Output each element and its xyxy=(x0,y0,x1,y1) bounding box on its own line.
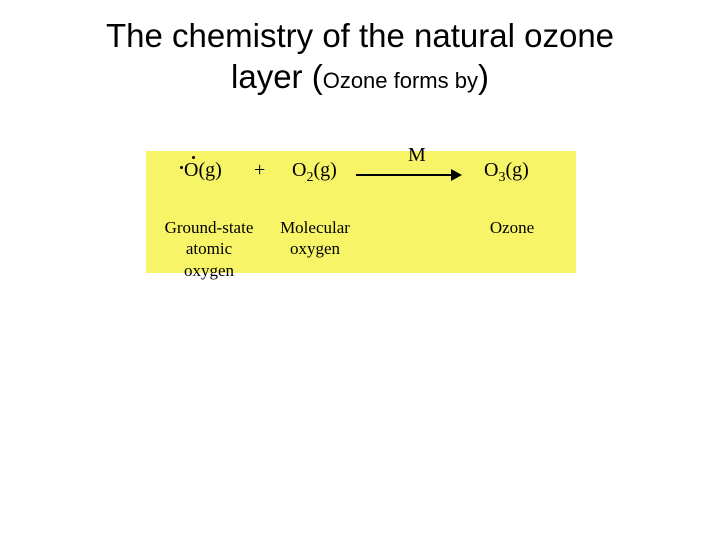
product-formula: O3(g) xyxy=(484,159,529,186)
radical-dot xyxy=(180,166,183,169)
equation-formula-row: O(g) + O2(g) M O3(g) xyxy=(146,151,576,183)
arrow-head-icon xyxy=(451,169,462,181)
arrow-catalyst: M xyxy=(408,144,426,167)
reactant-2-state: (g) xyxy=(313,159,336,181)
product-label: Ozone xyxy=(472,217,552,238)
reactant-1-label: Ground-state atomic oxygen xyxy=(164,217,254,281)
reactant-1-text: O(g) xyxy=(184,159,222,181)
title-line-2-suffix: ) xyxy=(478,58,489,95)
title-line-2-prefix: layer ( xyxy=(231,58,323,95)
reactant-1-formula: O(g) xyxy=(180,159,222,182)
arrow-line xyxy=(356,174,452,176)
equation-box: O(g) + O2(g) M O3(g) Ground-state atomic… xyxy=(146,151,576,273)
reactant-2-label: Molecular oxygen xyxy=(270,217,360,260)
slide-title: The chemistry of the natural ozone layer… xyxy=(0,15,720,98)
title-subtitle: Ozone forms by xyxy=(323,68,478,93)
reactant-2-symbol: O xyxy=(292,159,306,181)
title-line-1: The chemistry of the natural ozone xyxy=(106,17,614,54)
product-state: (g) xyxy=(505,159,528,181)
reactant-2-formula: O2(g) xyxy=(292,159,337,186)
plus-sign: + xyxy=(254,159,265,182)
product-symbol: O xyxy=(484,159,498,181)
radical-upper-dot xyxy=(192,156,195,159)
reaction-arrow xyxy=(356,169,462,181)
